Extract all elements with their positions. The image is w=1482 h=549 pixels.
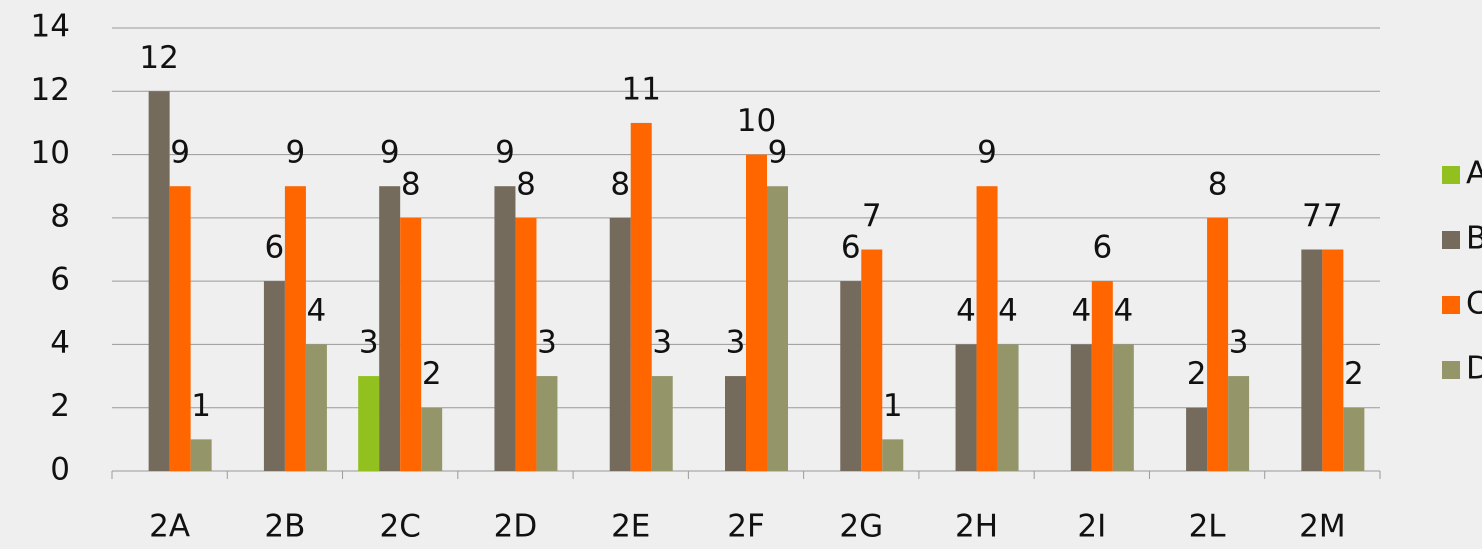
- bar: [515, 217, 537, 471]
- bar: [421, 407, 443, 471]
- data-label: 10: [737, 103, 776, 139]
- x-tick-label: 2I: [1077, 509, 1106, 545]
- data-label: 9: [977, 135, 997, 171]
- bar: [840, 281, 862, 471]
- bar: [1186, 407, 1208, 471]
- data-label: 8: [516, 166, 536, 202]
- legend-label: D: [1466, 351, 1482, 387]
- y-tick-label: 4: [50, 325, 70, 361]
- bar: [263, 281, 285, 471]
- data-label: 9: [495, 135, 515, 171]
- legend-label: B: [1466, 221, 1482, 257]
- data-label: 2: [1344, 356, 1364, 392]
- data-label: 2: [1187, 356, 1207, 392]
- bar: [746, 154, 767, 472]
- bar: [725, 376, 746, 471]
- data-label: 12: [139, 40, 178, 76]
- bar: [1112, 344, 1134, 471]
- x-tick-label: 2G: [839, 509, 883, 545]
- data-label: 3: [652, 325, 672, 361]
- y-tick-label: 0: [50, 452, 70, 488]
- x-tick-label: 2H: [955, 509, 998, 545]
- bar: [1207, 217, 1229, 471]
- data-label: 4: [956, 293, 976, 329]
- bar: [400, 217, 422, 471]
- data-label: 1: [883, 388, 903, 424]
- bar: [169, 186, 191, 471]
- y-tick-label: 6: [50, 262, 70, 298]
- data-label: 3: [359, 325, 379, 361]
- legend-swatch: [1442, 296, 1460, 314]
- legend-label: C: [1466, 286, 1482, 322]
- bar: [1322, 249, 1344, 471]
- y-tick-label: 12: [31, 72, 70, 108]
- data-label: 4: [307, 293, 327, 329]
- x-tick-label: 2A: [149, 509, 190, 545]
- bar: [1301, 249, 1323, 471]
- data-label: 9: [286, 135, 306, 171]
- y-tick-label: 10: [31, 135, 70, 171]
- x-tick-label: 2B: [264, 509, 305, 545]
- y-tick-label: 14: [31, 9, 70, 45]
- data-label: 7: [1323, 198, 1343, 234]
- legend-label: A: [1466, 156, 1482, 192]
- data-label: 6: [265, 230, 285, 266]
- legend-swatch: [1442, 231, 1460, 249]
- data-label: 3: [1229, 325, 1249, 361]
- bar: [358, 376, 380, 471]
- bar: [1070, 344, 1092, 471]
- data-label: 4: [998, 293, 1018, 329]
- bar: [148, 91, 170, 472]
- bar: [284, 186, 306, 471]
- data-label: 3: [537, 325, 557, 361]
- bar: [379, 186, 401, 471]
- x-tick-label: 2L: [1189, 509, 1227, 545]
- bar: [1343, 407, 1365, 471]
- bar: [955, 344, 977, 471]
- bar: [767, 186, 788, 471]
- bar: [494, 186, 516, 471]
- bar: [882, 439, 904, 471]
- data-label: 1: [191, 388, 211, 424]
- data-label: 6: [1092, 230, 1112, 266]
- y-tick-label: 8: [50, 198, 70, 234]
- x-tick-label: 2M: [1299, 509, 1345, 545]
- data-label: 4: [1071, 293, 1091, 329]
- x-tick-label: 2F: [727, 509, 765, 545]
- bar: [976, 186, 998, 471]
- x-tick-label: 2D: [494, 509, 538, 545]
- bar: [536, 376, 558, 471]
- bar: [1091, 281, 1113, 471]
- data-label: 8: [401, 166, 421, 202]
- y-tick-label: 2: [50, 388, 70, 424]
- legend-swatch: [1442, 166, 1460, 184]
- data-label: 4: [1113, 293, 1133, 329]
- bar: [190, 439, 212, 471]
- bar: [997, 344, 1019, 471]
- bar: [630, 122, 652, 471]
- x-tick-label: 2E: [611, 509, 650, 545]
- bar: [609, 217, 631, 471]
- bar: [305, 344, 327, 471]
- data-label: 6: [841, 230, 861, 266]
- bar: [861, 249, 883, 471]
- data-label: 11: [622, 71, 661, 107]
- x-tick-label: 2C: [379, 509, 420, 545]
- data-label: 9: [170, 135, 190, 171]
- legend-swatch: [1442, 361, 1460, 379]
- data-label: 3: [726, 325, 746, 361]
- data-label: 9: [768, 135, 788, 171]
- data-label: 2: [422, 356, 442, 392]
- data-label: 9: [380, 135, 400, 171]
- data-label: 8: [610, 166, 630, 202]
- data-label: 7: [1302, 198, 1322, 234]
- bar: [651, 376, 673, 471]
- data-label: 8: [1208, 166, 1228, 202]
- bar: [1228, 376, 1250, 471]
- data-label: 7: [862, 198, 882, 234]
